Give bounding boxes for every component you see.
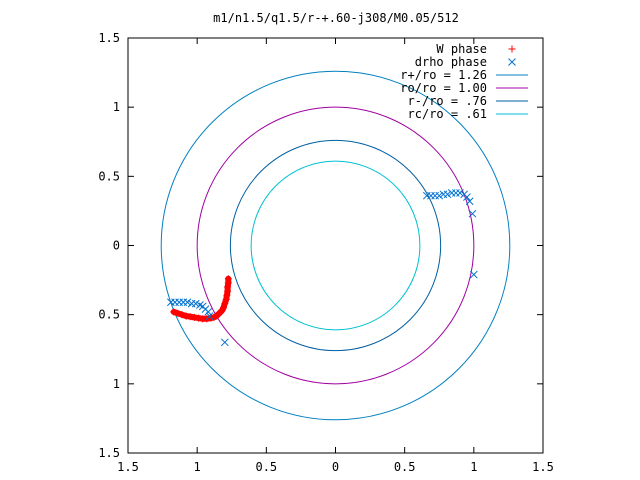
circle-r-0-76 [229, 139, 442, 352]
data-point [171, 298, 179, 307]
legend-label: rc/ro = .61 [408, 107, 487, 121]
y-tick-label: 1.5 [98, 31, 120, 45]
data-point [469, 270, 478, 279]
data-point [468, 209, 477, 218]
circle-r-1 [196, 106, 475, 385]
data-point [205, 312, 214, 320]
data-point [175, 298, 184, 307]
data-point [167, 298, 175, 307]
legend-label: r+/ro = 1.26 [400, 68, 487, 82]
x-tick-label: 1.5 [532, 460, 554, 474]
x-tick-label: 0.5 [255, 460, 277, 474]
x-tick-label: 1.5 [117, 460, 139, 474]
data-point [204, 308, 213, 316]
data-point [220, 338, 229, 347]
x-tick-label: 0.5 [394, 460, 416, 474]
w-phase-band [170, 275, 232, 322]
circle-r-1-26 [160, 70, 511, 421]
legend-marker [508, 45, 516, 53]
data-point [465, 197, 474, 206]
x-tick-label: 1 [470, 460, 477, 474]
data-point [179, 298, 188, 307]
y-tick-label: 0.5 [98, 169, 120, 183]
chart-title: m1/n1.5/q1.5/r-+.60-j308/M0.05/512 [213, 11, 459, 25]
y-tick-label: 1 [113, 100, 120, 114]
circles [160, 70, 511, 421]
legend-label: ro/ro = 1.00 [400, 81, 487, 95]
x-tick-label: 0 [332, 460, 339, 474]
x-tick-label: 1 [194, 460, 201, 474]
y-tick-label: 0 [113, 239, 120, 253]
data-series [167, 189, 478, 347]
data-point [431, 191, 439, 200]
data-point [456, 189, 464, 197]
series-w-phase [170, 275, 232, 323]
legend-label: W phase [436, 42, 487, 56]
circle-r-0-61 [250, 160, 421, 331]
data-point [443, 190, 452, 199]
y-tick-label: 1.5 [98, 446, 120, 460]
legend-label: drho phase [415, 55, 487, 69]
data-point [191, 299, 200, 308]
y-tick-label: 0.5 [98, 308, 120, 322]
series-drho-phase [167, 189, 478, 347]
legend-label: r-/ro = .76 [408, 94, 487, 108]
y-tick-label: 1 [113, 377, 120, 391]
data-point [183, 298, 192, 307]
data-point [463, 193, 471, 201]
data-point [435, 191, 444, 200]
legend-marker [508, 58, 516, 66]
data-point [451, 189, 460, 197]
